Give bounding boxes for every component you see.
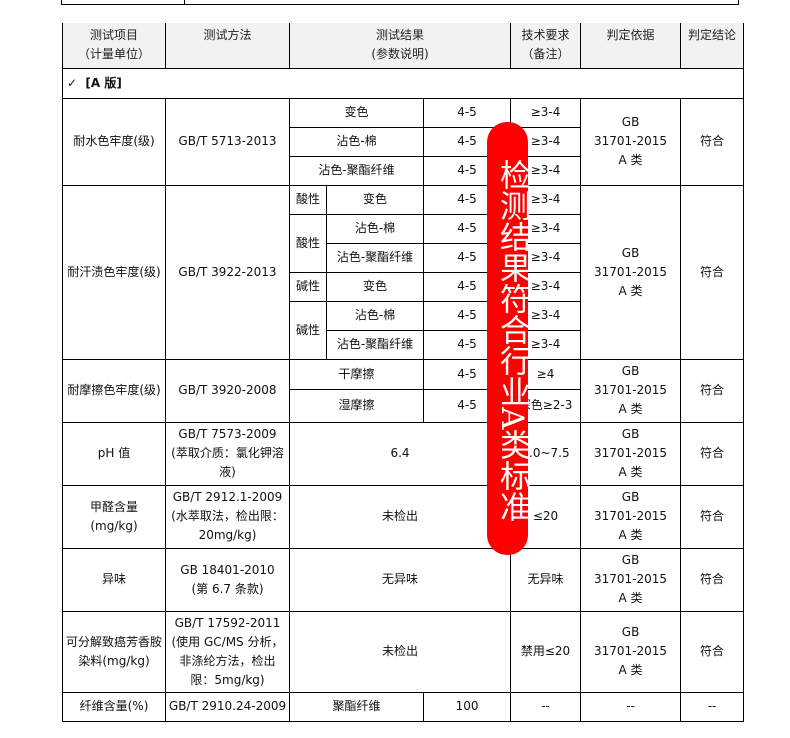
result-name: 聚酯纤维 [289,691,424,722]
item-cell: 异味 [62,547,166,612]
previous-table-bottom [61,0,739,5]
header-row: 测试项目 （计量单位） 测试方法 测试结果 (参数说明) 技术要求 （备注） 判定依据… [62,23,745,69]
table-row: 耐水色牢度(级) GB/T 5713-2013 变色 4-5 ≥3-4 GB 31… [62,97,745,186]
basis-cell: GB 31701-2015 A 类 [580,547,682,612]
basis-cell: GB 31701-2015 A 类 [580,610,682,693]
result-value: 100 [422,691,512,722]
table-row: 耐摩擦色牢度(级) GB/T 3920-2008 干摩擦 4-5 ≥4 GB 31… [62,358,745,423]
result-name: 变色 [326,271,424,302]
item-cell: pH 值 [62,421,166,486]
method-cell: GB 18401-2010 (第 6.7 条款) [165,547,290,612]
item-cell: 纤维含量(%) [62,691,166,722]
header-basis: 判定依据 [580,23,682,69]
table-row: 甲醛含量 (mg/kg) GB/T 2912.1-2009 (水萃取法，检出限：20… [62,484,745,549]
conclusion-cell: 符合 [680,547,745,612]
conclusion-cell: 符合 [680,421,745,486]
header-conclusion: 判定结论 [680,23,745,69]
method-cell: GB/T 3920-2008 [165,358,290,423]
alkali-label: 碱性 [289,271,327,302]
basis-cell: GB 31701-2015 A 类 [580,184,682,360]
basis-cell: GB 31701-2015 A 类 [580,484,682,549]
conclusion-cell: 符合 [680,184,745,360]
test-results-table: 测试项目 （计量单位） 测试方法 测试结果 (参数说明) 技术要求 （备注） 判定依据… [61,23,745,722]
result-name: 沾色-聚酯纤维 [289,155,424,186]
result-cell: 未检出 [288,610,512,693]
conclusion-cell: 符合 [680,484,745,549]
method-cell: GB/T 3922-2013 [165,184,290,360]
alkali-label: 碱性 [289,300,327,360]
method-cell: GB/T 2910.24-2009 [165,691,290,722]
header-req: 技术要求 （备注） [510,23,582,69]
req-cell: ≥3-4 [510,97,582,128]
result-name: 干摩擦 [289,358,424,390]
result-name: 变色 [326,184,424,215]
req-cell: 无异味 [510,547,582,612]
basis-cell: GB 31701-2015 A 类 [580,358,682,423]
conclusion-cell: -- [680,691,745,722]
basis-cell: GB 31701-2015 A 类 [580,97,682,186]
method-cell: GB/T 7573-2009 (萃取介质：氯化钾溶液) [165,421,290,486]
compliance-banner: 检测结果符合行业A类标准 [487,122,530,555]
table-row: 纤维含量(%) GB/T 2910.24-2009 聚酯纤维 100 -- --… [62,691,745,722]
table-row: 耐汗渍色牢度(级) GB/T 3922-2013 酸性 变色 4-5 ≥3-4 … [62,184,745,360]
table-row: 异味 GB 18401-2010 (第 6.7 条款) 无异味 无异味 GB 317… [62,547,745,612]
basis-cell: -- [580,691,682,722]
header-result: 测试结果 (参数说明) [288,23,512,69]
method-cell: GB/T 2912.1-2009 (水萃取法，检出限：20mg/kg) [165,484,290,549]
result-name: 变色 [289,97,424,128]
item-cell: 耐汗渍色牢度(级) [62,184,166,360]
section-row: ✓ [A 版] [61,67,745,99]
result-cell: 6.4 [288,421,512,486]
result-name: 沾色-棉 [326,300,424,331]
result-name: 沾色-棉 [326,213,424,244]
section-title: ✓ [A 版] [61,67,745,99]
result-value: 4-5 [422,97,512,128]
header-item: 测试项目 （计量单位） [62,23,166,69]
basis-cell: GB 31701-2015 A 类 [580,421,682,486]
req-cell: -- [510,691,582,722]
item-cell: 甲醛含量 (mg/kg) [62,484,166,549]
table-row: pH 值 GB/T 7573-2009 (萃取介质：氯化钾溶液) 6.4 4.0~… [62,421,745,486]
table-row: 沾色-聚酯纤维 4-5 ≥3-4 [63,155,744,186]
table-row: 可分解致癌芳香胺染料(mg/kg) GB/T 17592-2011 (使用 GC/… [62,610,745,693]
acid-label: 酸性 [289,184,327,215]
check-icon: ✓ [67,75,78,90]
method-cell: GB/T 17592-2011 (使用 GC/MS 分析，非涤纶方法，检出限：5m… [165,610,290,693]
result-name: 沾色-聚酯纤维 [326,329,424,360]
result-name: 沾色-棉 [289,126,424,157]
header-method: 测试方法 [165,23,290,69]
item-cell: 耐摩擦色牢度(级) [62,358,166,423]
conclusion-cell: 符合 [680,610,745,693]
result-name: 湿摩擦 [289,388,424,423]
conclusion-cell: 符合 [680,358,745,423]
item-cell: 可分解致癌芳香胺染料(mg/kg) [62,610,166,693]
item-cell: 耐水色牢度(级) [62,97,166,186]
req-cell: 禁用≤20 [510,610,582,693]
result-name: 沾色-聚酯纤维 [326,242,424,273]
result-cell: 未检出 [288,484,512,549]
result-cell: 无异味 [288,547,512,612]
conclusion-cell: 符合 [680,97,745,186]
acid-label: 酸性 [289,213,327,273]
method-cell: GB/T 5713-2013 [165,97,290,186]
